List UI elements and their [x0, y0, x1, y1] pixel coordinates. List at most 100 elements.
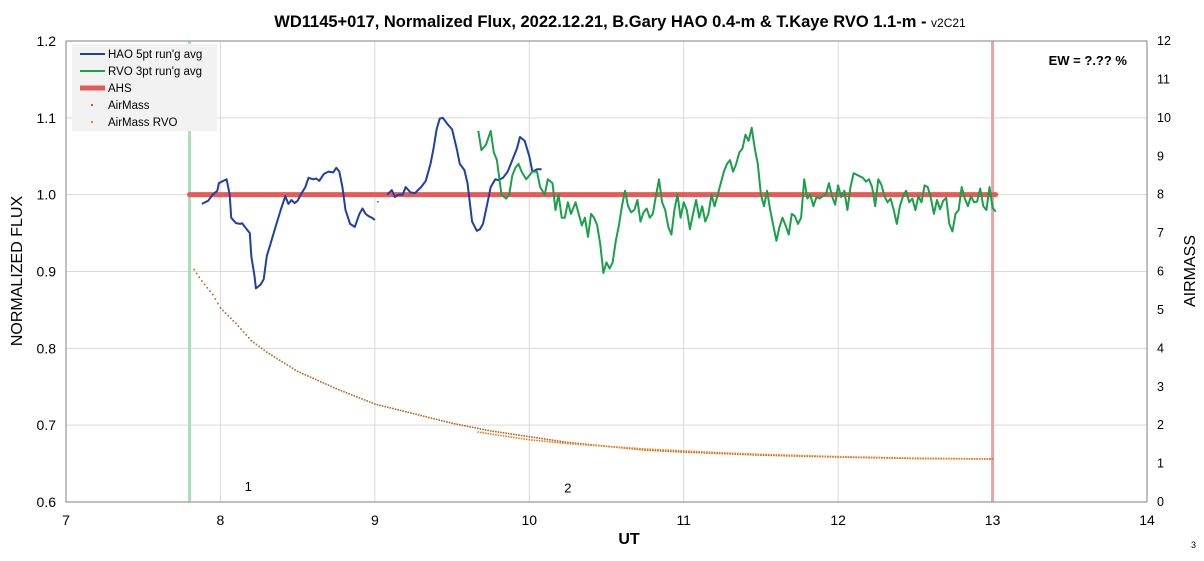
airmass-point: [641, 449, 644, 451]
airmass-point: [515, 433, 518, 436]
airmass-point: [394, 408, 397, 410]
airmass-point: [255, 343, 258, 346]
airmass-point: [639, 448, 641, 451]
airmass-rvo-point: [829, 455, 832, 458]
airmass-point: [247, 336, 250, 339]
airmass-point: [698, 451, 700, 454]
airmass-rvo-point: [680, 449, 682, 452]
transit-marker-label: 2: [564, 480, 571, 495]
airmass-rvo-point: [785, 454, 788, 456]
y2-tick-label: 10: [1157, 111, 1171, 125]
airmass-point: [327, 384, 330, 387]
airmass-rvo-point: [973, 457, 976, 460]
airmass-point: [214, 298, 217, 300]
airmass-rvo-point: [870, 456, 873, 459]
x-tick-label: 11: [676, 512, 691, 528]
airmass-point: [412, 412, 415, 415]
airmass-rvo-point: [513, 436, 515, 439]
airmass-rvo-point: [832, 455, 834, 458]
airmass-point: [528, 435, 531, 438]
airmass-point: [289, 365, 291, 368]
airmass-point: [227, 314, 229, 317]
airmass-point: [716, 452, 718, 455]
y2-tick-label: 12: [1157, 34, 1171, 48]
airmass-rvo-point: [682, 450, 685, 452]
airmass-rvo-point: [510, 436, 513, 438]
airmass-rvo-point: [497, 434, 500, 436]
airmass-rvo-point: [819, 455, 821, 457]
airmass-point: [523, 435, 525, 437]
airmass-point: [265, 351, 268, 353]
airmass-rvo-point: [507, 435, 510, 438]
airmass-point: [644, 449, 646, 451]
transit-marker-label: 1: [245, 479, 252, 494]
airmass-rvo-point: [806, 454, 809, 457]
airmass-rvo-point: [554, 441, 556, 444]
airmass-point: [636, 448, 639, 451]
airmass-rvo-point: [924, 457, 927, 460]
airmass-point: [314, 378, 317, 381]
airmass-point: [294, 368, 296, 371]
airmass-point: [484, 429, 487, 431]
airmass-point: [433, 417, 435, 420]
airmass-rvo-point: [855, 456, 857, 458]
airmass-rvo-point: [917, 457, 919, 460]
x-tick-label: 13: [985, 512, 1001, 528]
airmass-rvo-point: [634, 447, 636, 450]
airmass-rvo-point: [505, 435, 507, 438]
legend-label-rvo: RVO 3pt run'g avg: [108, 66, 202, 78]
airmass-rvo-point: [801, 454, 803, 457]
airmass-rvo-point: [966, 457, 968, 460]
airmass-point: [350, 394, 353, 396]
airmass-point: [193, 268, 195, 271]
airmass-rvo-point: [569, 442, 572, 445]
airmass-point: [654, 449, 657, 452]
airmass-point: [554, 439, 556, 442]
airmass-rvo-point: [922, 457, 924, 460]
airmass-point: [652, 449, 654, 452]
x-tick-label: 8: [217, 512, 225, 528]
airmass-rvo-point: [489, 433, 492, 435]
airmass-point: [667, 450, 670, 453]
y-tick-label: 0.6: [37, 494, 57, 510]
airmass-point: [307, 375, 309, 377]
y-tick-label: 0.7: [37, 417, 57, 433]
airmass-rvo-point: [523, 438, 525, 440]
airmass-rvo-point: [495, 433, 497, 436]
airmass-rvo-point: [942, 457, 945, 460]
airmass-rvo-point: [798, 454, 801, 457]
airmass-point: [443, 420, 446, 423]
y-tick-label: 0.9: [37, 264, 57, 280]
airmass-rvo-point: [757, 453, 760, 456]
airmass-point: [325, 383, 327, 385]
airmass-point: [657, 449, 659, 452]
airmass-rvo-point: [963, 457, 966, 460]
airmass-rvo-point: [981, 458, 984, 460]
rvo-series-line: [477, 126, 997, 274]
airmass-point: [301, 372, 304, 375]
airmass-rvo-point: [881, 456, 883, 459]
airmass-rvo-point: [891, 456, 893, 459]
airmass-rvo-point: [549, 441, 551, 443]
airmass-point: [338, 388, 340, 391]
airmass-rvo-point: [579, 443, 582, 446]
airmass-point: [533, 436, 536, 439]
airmass-rvo-point: [752, 453, 755, 455]
airmass-rvo-point: [932, 457, 935, 460]
airmass-rvo-point: [528, 438, 531, 441]
airmass-rvo-point: [713, 451, 716, 454]
airmass-rvo-point: [608, 445, 610, 448]
airmass-rvo-point: [711, 451, 713, 454]
airmass-point: [458, 423, 461, 426]
airmass-rvo-point: [716, 451, 718, 454]
airmass-point: [386, 406, 389, 409]
airmass-point: [531, 436, 533, 438]
airmass-point: [659, 450, 662, 452]
y-tick-label: 0.8: [37, 340, 57, 356]
airmass-point: [198, 276, 201, 279]
airmass-point: [543, 438, 546, 440]
airmass-point: [195, 272, 198, 275]
airmass-rvo-point: [536, 439, 538, 442]
airmass-rvo-point: [950, 457, 953, 460]
airmass-point: [309, 376, 312, 378]
